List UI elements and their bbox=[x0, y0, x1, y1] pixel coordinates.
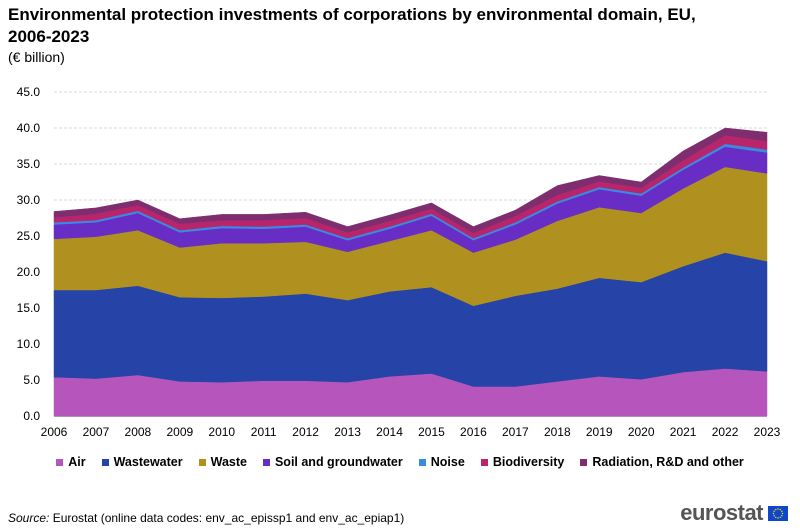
x-tick-label: 2021 bbox=[670, 425, 697, 439]
legend-label: Soil and groundwater bbox=[274, 455, 403, 469]
y-tick-label: 45.0 bbox=[17, 85, 41, 99]
x-tick-label: 2006 bbox=[41, 425, 68, 439]
x-tick-label: 2013 bbox=[334, 425, 361, 439]
y-axis: 0.0 5.0 10.0 15.0 20.0 25.0 30.0 35.0 40.0 45.0 bbox=[17, 85, 41, 423]
brand-name: eurostat bbox=[680, 500, 763, 525]
legend-label: Radiation, R&D and other bbox=[592, 455, 744, 469]
x-tick-label: 2010 bbox=[208, 425, 235, 439]
x-tick-label: 2019 bbox=[586, 425, 613, 439]
x-tick-label: 2020 bbox=[628, 425, 655, 439]
y-tick-label: 5.0 bbox=[23, 373, 40, 387]
eurostat-logo: eurostat bbox=[680, 500, 788, 526]
legend-label: Air bbox=[68, 455, 86, 469]
x-tick-label: 2022 bbox=[712, 425, 739, 439]
legend-item: Wastewater bbox=[101, 455, 183, 469]
y-tick-label: 15.0 bbox=[17, 301, 41, 315]
legend-swatch bbox=[418, 458, 426, 466]
y-tick-label: 10.0 bbox=[17, 337, 41, 351]
legend-label: Wastewater bbox=[113, 455, 183, 469]
x-tick-label: 2016 bbox=[460, 425, 487, 439]
x-axis: 2006 2007 2008 2009 2010 2011 2012 2013 2014 2015… bbox=[41, 425, 781, 439]
x-tick-label: 2009 bbox=[166, 425, 193, 439]
x-tick-label: 2007 bbox=[83, 425, 110, 439]
area-radiation-r-d-and-other bbox=[53, 127, 768, 234]
x-tick-label: 2023 bbox=[754, 425, 781, 439]
source-footer: Source: Eurostat (online data codes: env… bbox=[8, 511, 404, 525]
chart-title: Environmental protection investments of … bbox=[8, 5, 696, 46]
legend-swatch bbox=[480, 458, 488, 466]
y-tick-label: 35.0 bbox=[17, 157, 41, 171]
x-tick-label: 2014 bbox=[376, 425, 403, 439]
chart-subtitle: (€ billion) bbox=[8, 49, 65, 65]
legend-item: Radiation, R&D and other bbox=[580, 455, 744, 469]
area-series bbox=[53, 127, 768, 417]
legend-item: Biodiversity bbox=[480, 455, 565, 469]
legend-swatch bbox=[262, 458, 270, 466]
y-tick-label: 25.0 bbox=[17, 229, 41, 243]
source-text: Eurostat (online data codes: env_ac_epis… bbox=[49, 511, 405, 525]
legend-item: Noise bbox=[418, 455, 465, 469]
x-tick-label: 2011 bbox=[251, 425, 277, 439]
legend: Air Wastewater Waste Soil and groundwater No… bbox=[0, 455, 800, 469]
legend-item: Air bbox=[56, 455, 86, 469]
x-tick-label: 2018 bbox=[544, 425, 571, 439]
eu-flag-icon bbox=[768, 505, 788, 521]
stacked-area-chart: 2006 2007 2008 2009 2010 2011 2012 2013 2014 2015… bbox=[17, 85, 781, 439]
y-tick-label: 30.0 bbox=[17, 193, 41, 207]
y-tick-label: 40.0 bbox=[17, 121, 41, 135]
legend-label: Waste bbox=[210, 455, 247, 469]
x-tick-label: 2012 bbox=[292, 425, 319, 439]
y-tick-label: 20.0 bbox=[17, 265, 41, 279]
y-tick-label: 0.0 bbox=[23, 409, 40, 423]
legend-swatch bbox=[56, 458, 64, 466]
legend-swatch bbox=[580, 458, 588, 466]
x-tick-label: 2008 bbox=[125, 425, 152, 439]
legend-label: Biodiversity bbox=[492, 455, 565, 469]
legend-item: Soil and groundwater bbox=[262, 455, 403, 469]
legend-item: Waste bbox=[198, 455, 247, 469]
x-tick-label: 2015 bbox=[418, 425, 445, 439]
legend-swatch bbox=[198, 458, 206, 466]
source-label: Source: bbox=[8, 511, 50, 525]
legend-label: Noise bbox=[430, 455, 465, 469]
x-tick-label: 2017 bbox=[502, 425, 529, 439]
legend-swatch bbox=[101, 458, 109, 466]
